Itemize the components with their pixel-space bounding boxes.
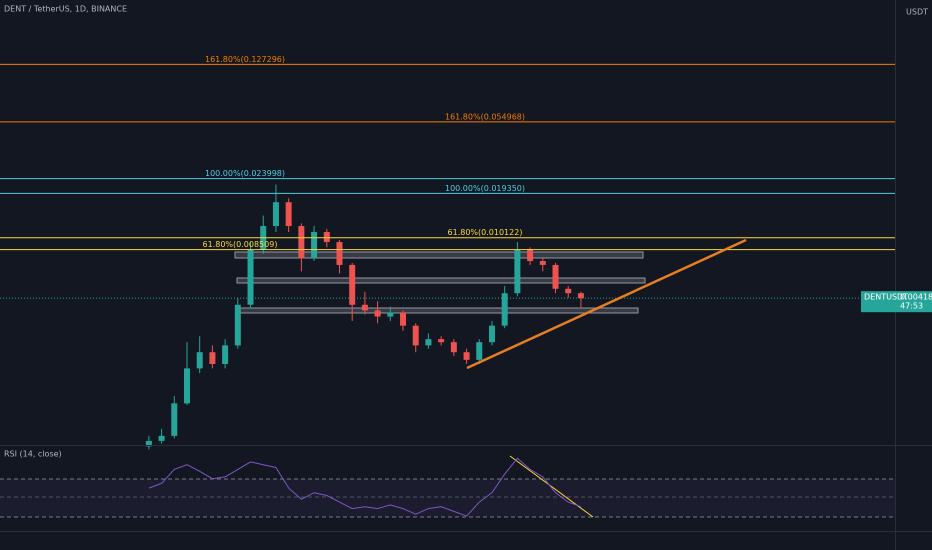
- fib-label: 100.00%(0.023998): [205, 169, 285, 178]
- candle-body: [285, 202, 292, 227]
- candle-body: [298, 226, 305, 259]
- candle-body: [527, 249, 534, 262]
- trend-line: [466, 238, 747, 370]
- candle-body: [196, 352, 203, 369]
- candle-body: [425, 339, 432, 346]
- candle-body: [387, 312, 394, 317]
- candle-body: [577, 293, 584, 299]
- candle-body: [336, 242, 343, 265]
- price-axis-unit: USDT: [906, 8, 928, 17]
- fib-label: 61.80%(0.008509): [203, 240, 278, 249]
- rsi-trend-line: [509, 455, 594, 518]
- fib-label: 161.80%(0.127296): [205, 55, 285, 64]
- chart-title: DENT / TetherUS, 1D, BINANCE: [4, 5, 127, 14]
- candle-body: [565, 288, 572, 294]
- candle-body: [450, 342, 457, 353]
- rsi-layer: [148, 457, 582, 517]
- last-price-countdown: 47:53: [900, 302, 923, 311]
- support-zone: [234, 251, 644, 259]
- fib-label: 61.80%(0.010122): [448, 228, 523, 237]
- plot-layer: [0, 63, 895, 450]
- candle-body: [222, 345, 229, 364]
- last-price-symbol: DENTUSDT: [864, 293, 908, 302]
- rsi-line: [148, 457, 582, 517]
- fib-label: 161.80%(0.054968): [445, 112, 525, 121]
- candle-body: [400, 312, 407, 326]
- candle-body: [514, 249, 521, 294]
- rsi-band: [0, 479, 895, 517]
- candle-body: [463, 352, 470, 360]
- candle-body: [209, 352, 216, 364]
- support-zone: [239, 307, 639, 314]
- support-zone: [236, 277, 646, 284]
- candle-body: [272, 202, 279, 227]
- last-price-tag: [861, 291, 932, 313]
- candle-body: [183, 368, 190, 404]
- candle-body: [476, 342, 483, 360]
- candle-body: [501, 293, 508, 326]
- candle-body: [374, 310, 381, 317]
- candle-body: [488, 325, 495, 343]
- candle-body: [349, 264, 356, 305]
- candle-body: [234, 304, 241, 346]
- candle-body: [552, 264, 559, 289]
- text-layer: DENT / TetherUS, 1D, BINANCE RSI (14, cl…: [4, 5, 932, 459]
- candle-body: [438, 339, 445, 343]
- candle-body: [145, 440, 152, 447]
- fib-label: 100.00%(0.019350): [445, 184, 525, 193]
- candle-body: [247, 249, 254, 305]
- candle-body: [539, 261, 546, 265]
- candle-body: [323, 232, 330, 243]
- candle-body: [158, 435, 165, 441]
- candle-body: [412, 325, 419, 346]
- candle-body: [361, 304, 368, 311]
- candle-body: [171, 403, 178, 436]
- rsi-title: RSI (14, close): [4, 450, 62, 459]
- candle-body: [311, 232, 318, 259]
